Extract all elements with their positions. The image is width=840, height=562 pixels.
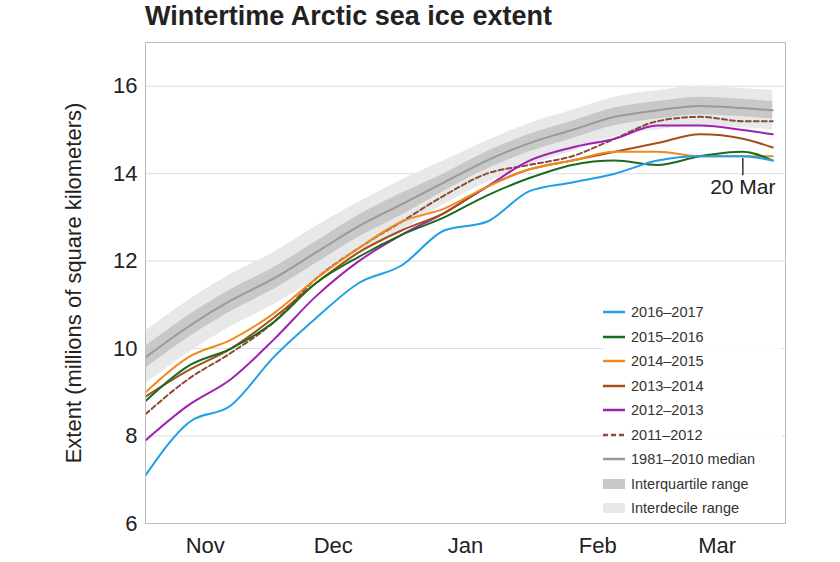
html-text:1981–2010 median: 1981–2010 median — [631, 451, 756, 467]
svg-text:8: 8 — [125, 423, 137, 448]
svg-text:10: 10 — [113, 336, 137, 361]
svg-text:14: 14 — [113, 161, 137, 186]
svg-text:12: 12 — [113, 248, 137, 273]
html-text:2015–2016: 2015–2016 — [631, 328, 704, 345]
svg-text:Feb: Feb — [579, 533, 617, 558]
svg-text:20 Mar: 20 Mar — [710, 175, 775, 198]
svg-text:Nov: Nov — [186, 533, 225, 558]
html-text:2012–2013: 2012–2013 — [631, 402, 704, 418]
svg-text:Dec: Dec — [314, 533, 353, 558]
html-text:2013–2014: 2013–2014 — [631, 377, 704, 394]
html-text:2014–2015: 2014–2015 — [631, 353, 704, 369]
svg-text:Mar: Mar — [698, 533, 736, 558]
svg-text:Extent (millions of square kil: Extent (millions of square kilometers) — [61, 103, 86, 464]
svg-text:16: 16 — [113, 73, 137, 98]
svg-text:Jan: Jan — [448, 533, 483, 558]
html-text:2011–2012: 2011–2012 — [631, 426, 703, 443]
html-text:Interquartile range: Interquartile range — [631, 475, 749, 492]
svg-text:6: 6 — [125, 511, 137, 536]
html-text:2016–2017: 2016–2017 — [631, 304, 704, 320]
html-text:Interdecile range: Interdecile range — [631, 500, 739, 516]
html-text:Wintertime Arctic sea ice exte: Wintertime Arctic sea ice extent — [145, 1, 552, 31]
